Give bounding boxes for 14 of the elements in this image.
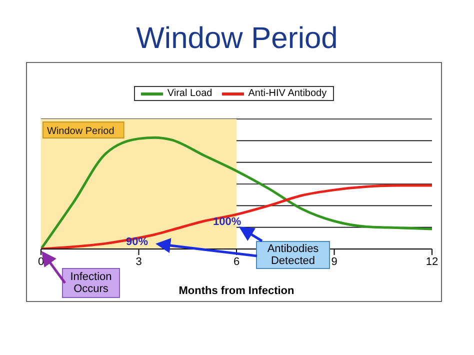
x-tick-label: 6 <box>233 256 240 268</box>
annotation: 90% <box>126 236 148 248</box>
x-axis-title: Months from Infection <box>178 285 295 297</box>
chart-title: Window Period <box>135 22 339 56</box>
x-tick-label: 3 <box>136 256 142 268</box>
annotation: Antibodies Detected <box>256 241 330 269</box>
x-tick-label: 9 <box>331 256 338 268</box>
annotation: Infection Occurs <box>62 268 120 298</box>
x-tick-label: 0 <box>38 256 44 268</box>
legend-label: Anti-HIV Antibody <box>247 88 327 99</box>
legend-label: Viral Load <box>166 88 212 99</box>
band-label: Window Period <box>47 126 114 137</box>
annotation: 100% <box>213 216 242 228</box>
x-tick-label: 12 <box>426 256 438 268</box>
